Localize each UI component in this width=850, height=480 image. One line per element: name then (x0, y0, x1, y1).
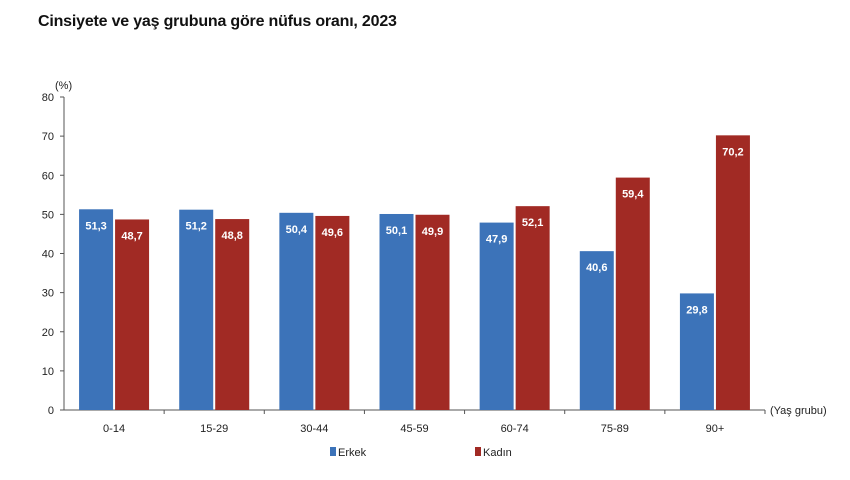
data-label: 48,7 (121, 230, 142, 242)
x-tick-label: 90+ (706, 423, 725, 435)
bar-kadn-15-29 (215, 219, 250, 410)
data-label: 40,6 (586, 262, 607, 274)
y-tick-label: 0 (48, 405, 54, 417)
chart-title: Cinsiyete ve yaş grubuna göre nüfus oran… (38, 13, 397, 30)
y-tick-label: 20 (42, 327, 54, 339)
data-labels: 51,3 48,7 51,2 48,8 50,4 49,6 50,1 49,9 47,9 52,1… (85, 146, 743, 316)
data-label: 51,2 (186, 221, 207, 233)
bar-kadn-30-44 (315, 215, 350, 410)
x-tick-label: 30-44 (300, 423, 328, 435)
bar-kadn-0-14 (115, 219, 150, 410)
y-tick-label: 50 (42, 209, 54, 221)
y-tick-label: 80 (42, 92, 54, 104)
y-tick-label: 70 (42, 131, 54, 143)
bar-erkek-0-14 (79, 209, 114, 410)
axes: 0 10 20 30 40 50 60 70 80(%) (Yaş grubu) 0-14 15-29… (42, 80, 827, 435)
x-tick-label: 45-59 (400, 423, 428, 435)
bar-erkek-45-59 (379, 213, 414, 410)
bar-kadn-75-89 (615, 177, 650, 410)
data-label: 50,4 (286, 224, 308, 236)
bar-erkek-15-29 (179, 209, 214, 410)
x-tick-label: 60-74 (501, 423, 529, 435)
data-label: 51,3 (85, 220, 106, 232)
legend: Erkek Kadın (330, 447, 512, 459)
data-label: 70,2 (722, 146, 743, 158)
legend-swatch (330, 447, 336, 456)
bars (79, 135, 750, 410)
y-tick-label: 60 (42, 170, 54, 182)
legend-swatch (475, 447, 481, 456)
data-label: 52,1 (522, 217, 543, 229)
bar-kadn-45-59 (415, 214, 450, 410)
y-tick-label: 30 (42, 288, 54, 300)
x-tick-label: 0-14 (103, 423, 125, 435)
data-label: 47,9 (486, 234, 507, 246)
bar-erkek-75-89 (579, 251, 614, 410)
x-tick-label: 75-89 (601, 423, 629, 435)
data-label: 48,8 (222, 230, 243, 242)
x-tick-label: 15-29 (200, 423, 228, 435)
data-label: 50,1 (386, 225, 407, 237)
data-label: 49,9 (422, 226, 443, 238)
bar-kadn-60-74 (515, 206, 550, 410)
y-tick-label: 10 (42, 366, 54, 378)
bar-kadn-90+ (715, 135, 750, 410)
data-label: 29,8 (686, 304, 707, 316)
bar-erkek-30-44 (279, 212, 314, 410)
x-axis-label: (Yaş grubu) (770, 405, 827, 417)
data-label: 49,6 (322, 227, 343, 239)
y-tick-label: 40 (42, 249, 54, 261)
bar-erkek-60-74 (479, 222, 514, 410)
data-label: 59,4 (622, 189, 644, 201)
legend-entry: Kadın (483, 447, 512, 459)
bar-erkek-90+ (679, 293, 714, 410)
y-axis-label: (%) (55, 80, 72, 92)
legend-entry: Erkek (338, 447, 367, 459)
